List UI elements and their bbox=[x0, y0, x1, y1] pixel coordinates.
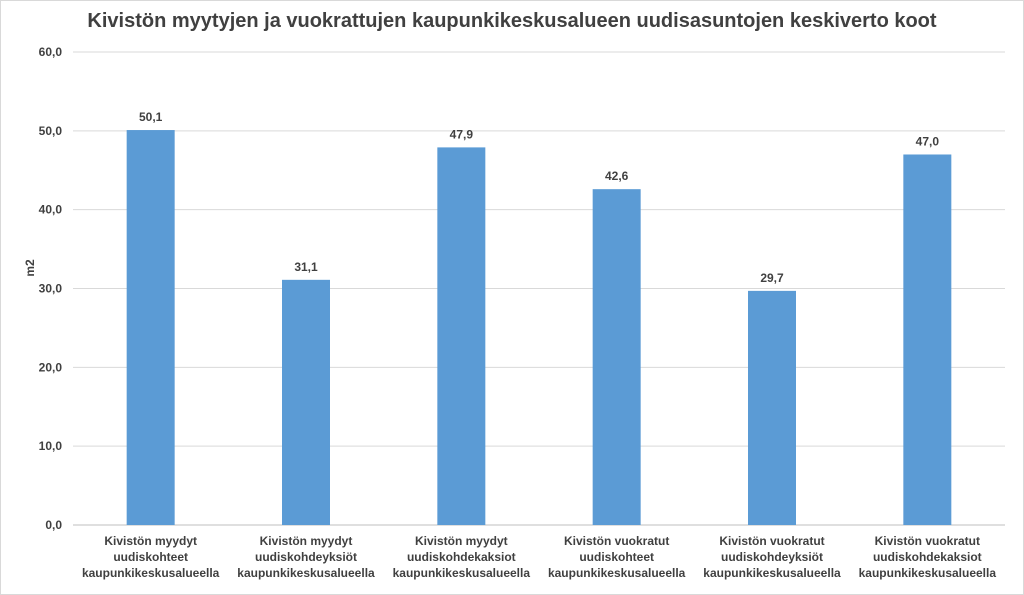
data-label: 29,7 bbox=[760, 271, 784, 285]
data-label: 42,6 bbox=[605, 169, 629, 183]
data-labels: 50,1 31,1 47,9 42,6 29,7 47,0 bbox=[139, 110, 939, 285]
bars bbox=[126, 130, 952, 526]
bar bbox=[748, 290, 796, 525]
bar bbox=[437, 147, 486, 525]
y-axis-label: m2 bbox=[23, 259, 37, 277]
bar bbox=[903, 154, 952, 525]
y-tick-label: 20,0 bbox=[39, 360, 63, 374]
x-tick-label: Kivistön myydyt uudiskohdekaksiot kaupunki… bbox=[393, 534, 531, 580]
y-axis-ticks: 0,0 10,0 20,0 30,0 40,0 50,0 60,0 bbox=[39, 45, 63, 532]
chart-title: Kivistön myytyjen ja vuokrattujen kaupun… bbox=[87, 10, 937, 32]
data-label: 47,9 bbox=[450, 127, 474, 141]
data-label: 47,0 bbox=[916, 134, 940, 148]
y-tick-label: 40,0 bbox=[39, 203, 63, 217]
x-tick-label: Kivistön vuokratut uudiskohdeyksiöt kaupun… bbox=[703, 534, 841, 580]
y-tick-label: 10,0 bbox=[39, 439, 63, 453]
gridlines bbox=[73, 51, 1005, 526]
y-tick-label: 50,0 bbox=[39, 124, 63, 138]
data-label: 50,1 bbox=[139, 110, 163, 124]
bar bbox=[126, 130, 175, 526]
y-tick-label: 0,0 bbox=[45, 518, 62, 532]
x-tick-label: Kivistön vuokratut uudiskohdekaksiot kaupu… bbox=[859, 534, 997, 580]
y-tick-label: 30,0 bbox=[39, 282, 63, 296]
bar bbox=[282, 279, 330, 525]
data-label: 31,1 bbox=[294, 260, 318, 274]
x-axis-ticks: Kivistön myydyt uudiskohteet kaupunkikesku… bbox=[82, 534, 996, 580]
x-tick-label: Kivistön myydyt uudiskohteet kaupunkikesku… bbox=[82, 534, 220, 580]
y-tick-label: 60,0 bbox=[39, 45, 63, 59]
x-tick-label: Kivistön myydyt uudiskohdeyksiöt kaupunkik… bbox=[237, 534, 375, 580]
bar bbox=[592, 189, 641, 526]
x-tick-label: Kivistön vuokratut uudiskohteet kaupunkike… bbox=[548, 534, 686, 580]
